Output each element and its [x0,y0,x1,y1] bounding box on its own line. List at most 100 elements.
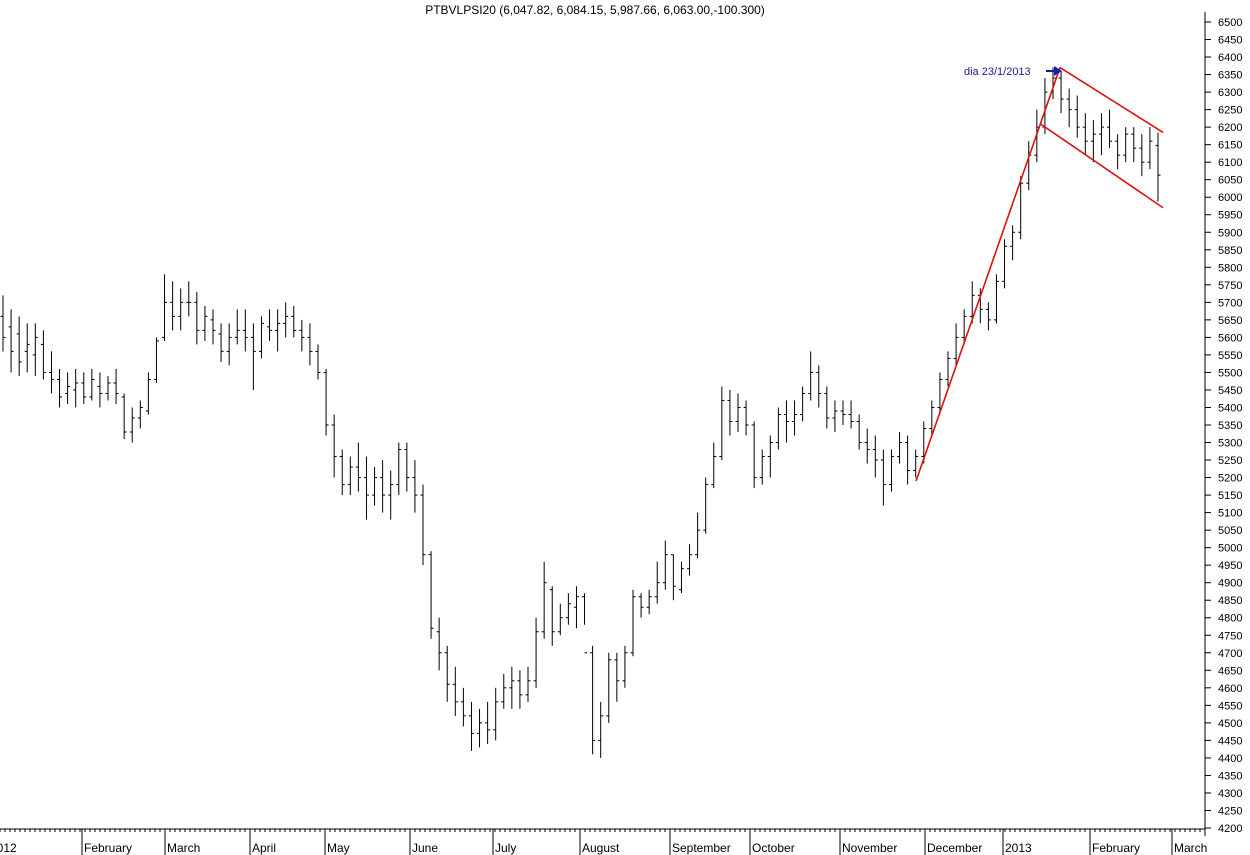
ohlc-bar [299,319,305,352]
y-tick-label: 6200 [1218,122,1242,134]
ohlc-bar [218,323,224,362]
ohlc-bar [48,351,54,394]
annotation-label: dia 23/1/2013 [964,66,1031,78]
y-tick-label: 4450 [1218,735,1242,747]
y-tick-label: 6400 [1218,52,1242,64]
ohlc-bar [945,351,951,387]
ohlc-bar [501,673,507,709]
ohlc-bar [363,456,369,520]
ohlc-bar [275,309,281,352]
ohlc-bar [291,305,297,338]
ohlc-bar [1090,120,1096,163]
y-tick-label: 4650 [1218,665,1242,677]
x-tick-label: April [252,841,276,855]
ohlc-bar [97,372,103,408]
y-tick-label: 6450 [1218,35,1242,47]
y-tick-label: 4550 [1218,700,1242,712]
y-tick-label: 5400 [1218,402,1242,414]
ohlc-bar [533,617,539,688]
ohlc-bar [372,467,378,506]
y-tick-label: 6300 [1218,87,1242,99]
ohlc-bar [1026,141,1032,191]
ohlc-bar [315,344,321,380]
ohlc-bar [404,442,410,492]
y-tick-label: 6000 [1218,192,1242,204]
ohlc-bar [840,400,846,425]
ohlc-bar [121,393,127,440]
trend-lines [915,66,1164,482]
ohlc-bar [8,309,14,373]
ohlc-bar [1002,239,1008,289]
ohlc-bar [137,400,143,429]
ohlc-bar [1131,127,1137,163]
chart-title: PTBVLPSI20 (6,047.82, 6,084.15, 5,987.66… [425,3,765,17]
y-tick-label: 4350 [1218,770,1242,782]
ohlc-bar [832,400,838,433]
y-tick-label: 5050 [1218,525,1242,537]
ohlc-bar [388,470,394,520]
annotation: dia 23/1/2013 [964,66,1062,78]
y-tick-label: 4700 [1218,648,1242,660]
ohlc-bar [888,449,894,492]
ohlc-bar [1074,95,1080,138]
y-tick-label: 5600 [1218,332,1242,344]
ohlc-bar [662,540,668,590]
x-tick-label: September [672,841,731,855]
y-tick-label: 6100 [1218,157,1242,169]
ohlc-bar [186,281,192,317]
y-tick-label: 5650 [1218,315,1242,327]
y-tick-label: 6050 [1218,175,1242,187]
y-tick-label: 5700 [1218,297,1242,309]
x-tick-label: February [84,841,132,855]
ohlc-bar [783,400,789,443]
ohlc-bar [267,309,273,341]
ohlc-bar [1107,109,1113,149]
ohlc-bar [751,421,757,489]
ohlc-bar [24,323,30,373]
ohlc-bar [848,400,854,429]
ohlc-bar [969,281,975,324]
y-tick-label: 4800 [1218,613,1242,625]
ohlc-bar [557,603,563,636]
ohlc-bar [420,484,426,566]
y-tick-label: 6350 [1218,70,1242,82]
ohlc-bar [493,687,499,741]
ohlc-bar [961,309,967,345]
y-tick-label: 4400 [1218,753,1242,765]
ohlc-bar [1066,88,1072,128]
channel-lower-line [1039,122,1164,209]
ohlc-bar [719,386,725,461]
y-tick-label: 4300 [1218,788,1242,800]
uptrend-line [915,67,1061,482]
ohlc-bar [735,393,741,433]
ohlc-bar [250,323,256,390]
ohlc-bar [824,386,830,429]
ohlc-bar [509,666,515,709]
y-tick-label: 4250 [1218,805,1242,817]
ohlc-bar [380,460,386,513]
ohlc-bar [582,593,588,654]
y-tick-label: 4950 [1218,560,1242,572]
ohlc-bar [73,368,79,408]
ohlc-bar [993,274,999,324]
y-tick-label: 5150 [1218,490,1242,502]
y-tick-label: 4850 [1218,595,1242,607]
y-tick-label: 5950 [1218,210,1242,222]
x-tick-label: February [1092,841,1140,855]
ohlc-bar [485,701,491,744]
ohlc-bar [743,400,749,436]
ohlc-bar [929,400,935,436]
x-tick-label: 2012 [0,841,17,855]
ohlc-bar [953,323,959,366]
ohlc-bar [210,309,216,345]
ohlc-bar [622,645,628,688]
y-tick-label: 5550 [1218,350,1242,362]
ohlc-bar [202,305,208,341]
ohlc-bar [339,449,345,496]
y-tick-label: 5900 [1218,227,1242,239]
ohlc-bar [800,386,806,422]
ohlc-bar [1098,113,1104,156]
ohlc-bar [541,561,547,639]
y-tick-label: 5850 [1218,245,1242,257]
